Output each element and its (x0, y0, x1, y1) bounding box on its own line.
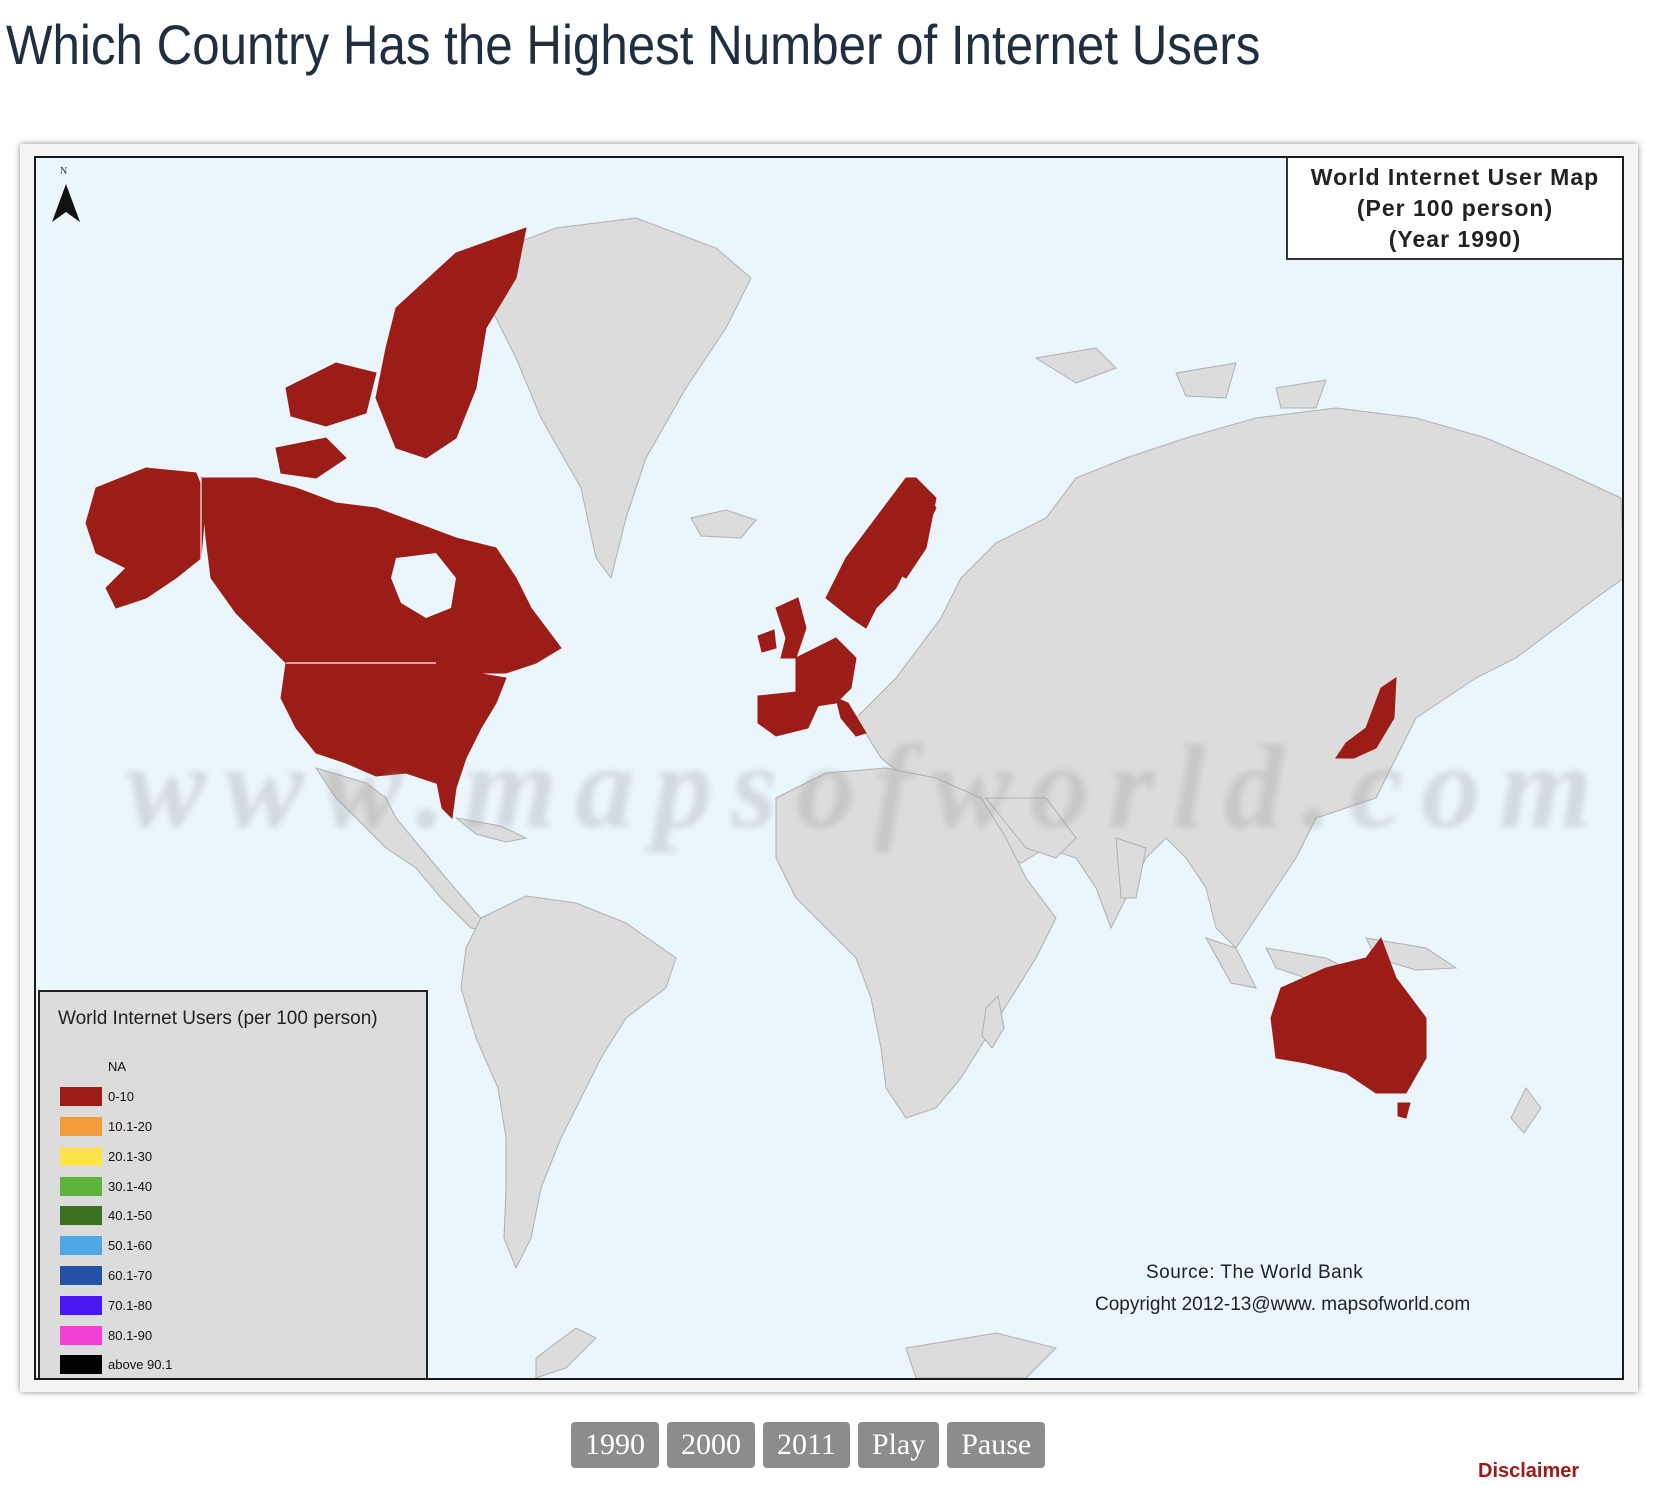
legend-label: above 90.1 (108, 1357, 173, 1373)
florida (435, 777, 457, 820)
iceland (690, 509, 757, 539)
map-frame: www.mapsofworld.com N World Internet Use… (20, 144, 1638, 1392)
japan (1335, 677, 1397, 759)
legend-label: 10.1-20 (108, 1118, 153, 1134)
map-title-line-1: World Internet User Map (1310, 164, 1600, 190)
north-arrow-icon: N (52, 166, 80, 222)
copyright-text: Copyright 2012-13@www. mapsofworld.com (1095, 1294, 1471, 1315)
legend-swatch (60, 1176, 102, 1196)
legend-item: 10.1-20 (60, 1112, 172, 1142)
world-map: www.mapsofworld.com N World Internet Use… (34, 156, 1624, 1380)
legend-swatch (60, 1116, 102, 1136)
alaska (85, 467, 207, 609)
map-title-line-2: (Per 100 person) (1356, 195, 1554, 221)
legend-label: 20.1-30 (108, 1148, 153, 1164)
antarctic-peninsula (535, 1327, 1057, 1378)
legend-swatch (60, 1057, 102, 1077)
map-title-line-3: (Year 1990) (1388, 226, 1522, 252)
legend-label: 50.1-60 (108, 1238, 153, 1254)
page-title: Which Country Has the Highest Number of … (6, 13, 1261, 76)
legend-label: 40.1-50 (108, 1208, 153, 1224)
legend: World Internet Users (per 100 person) NA… (38, 990, 428, 1378)
year-controls: 1990 2000 2011 Play Pause (571, 1422, 1046, 1468)
legend-item: above 90.1 (60, 1350, 173, 1378)
year-1990-button[interactable]: 1990 (571, 1422, 659, 1468)
finland (885, 477, 937, 579)
legend-item: 80.1-90 (60, 1320, 172, 1350)
legend-item: 60.1-70 (60, 1261, 172, 1291)
legend-label: 80.1-90 (108, 1327, 153, 1343)
mexico-central-america (314, 767, 498, 934)
legend-item: 20.1-30 (60, 1141, 172, 1171)
tasmania (1397, 1102, 1411, 1119)
legend-label: 60.1-70 (108, 1267, 153, 1283)
pause-button[interactable]: Pause (947, 1422, 1046, 1468)
legend-swatch (60, 1325, 102, 1345)
italy (835, 697, 867, 737)
legend-item: 0-10 (60, 1082, 172, 1112)
source-text: Source: The World Bank (1146, 1262, 1364, 1283)
canadian-arctic-archipelago (275, 227, 527, 479)
legend-swatch (60, 1265, 102, 1285)
iberia (757, 690, 819, 737)
legend-item: 50.1-60 (60, 1231, 172, 1261)
canada (200, 477, 562, 674)
legend-item: 40.1-50 (60, 1201, 172, 1231)
legend-swatch (60, 1355, 102, 1375)
legend-label: 70.1-80 (108, 1297, 153, 1313)
legend-swatch (60, 1236, 102, 1256)
legend-title: World Internet Users (per 100 person) (58, 1008, 378, 1029)
year-2000-button[interactable]: 2000 (667, 1422, 755, 1468)
legend-swatch (60, 1087, 102, 1107)
legend-item: 30.1-40 (60, 1171, 172, 1201)
caribbean (455, 817, 528, 843)
british-isles (757, 597, 807, 659)
legend-swatch (60, 1206, 102, 1226)
legend-item: 70.1-80 (60, 1290, 172, 1320)
north-label: N (60, 166, 67, 177)
play-button[interactable]: Play (857, 1422, 940, 1468)
hudson-bay-cutout (391, 553, 456, 618)
madagascar (981, 994, 1005, 1049)
greenland (490, 217, 752, 580)
legend-label: 0-10 (108, 1089, 135, 1105)
usa (280, 662, 507, 789)
legend-label: 30.1-40 (108, 1178, 153, 1194)
world-map-svg (85, 217, 1622, 1378)
year-2011-button[interactable]: 2011 (763, 1422, 850, 1468)
legend-swatch (60, 1146, 102, 1166)
arabia-india (984, 797, 1147, 899)
australia (1270, 936, 1427, 1094)
legend-swatch (60, 1295, 102, 1315)
south-america (460, 895, 677, 1270)
legend-label: NA (108, 1059, 127, 1075)
legend-item: NA (60, 1052, 172, 1082)
legend-items: NA 0-10 10.1-20 20.1-30 30.1-40 40.1-50 … (60, 1052, 173, 1378)
new-zealand (1510, 1087, 1542, 1134)
arctic-islands (1034, 347, 1327, 409)
disclaimer-link[interactable]: Disclaimer (1478, 1460, 1580, 1482)
map-title-box: World Internet User Map (Per 100 person)… (1286, 158, 1622, 260)
